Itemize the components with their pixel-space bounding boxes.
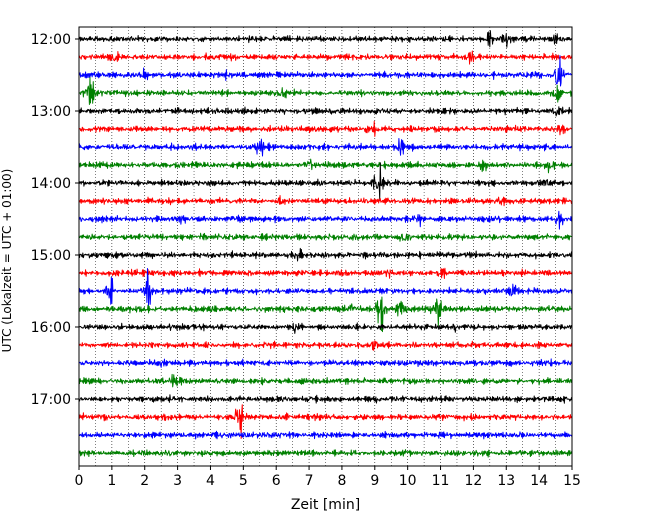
- trace-line: [78, 404, 573, 439]
- x-tick-label: 4: [206, 473, 215, 489]
- x-axis-ticks: 0 1 2 3 4 5 6 7 8 9 10 11 12 13 14 15: [75, 466, 581, 489]
- trace-line: [78, 195, 573, 207]
- y-tick-label: 15:00: [31, 248, 71, 264]
- trace-line: [78, 30, 573, 48]
- x-tick-label: 9: [370, 473, 379, 489]
- x-tick-label: 10: [399, 473, 417, 489]
- y-tick-label: 13:00: [31, 104, 71, 120]
- trace-line: [78, 232, 573, 242]
- x-tick-label: 12: [464, 473, 482, 489]
- trace-line: [78, 55, 573, 87]
- trace-line: [78, 267, 573, 307]
- trace-line: [78, 210, 573, 230]
- trace-line: [78, 340, 573, 351]
- trace-line: [78, 449, 573, 458]
- trace-line: [78, 296, 573, 333]
- trace-line: [78, 50, 573, 65]
- y-axis-label: UTC (Lokalzeit = UTC + 01:00): [0, 169, 14, 353]
- trace-line: [78, 267, 573, 279]
- x-tick-label: 6: [272, 473, 281, 489]
- y-tick-label: 16:00: [31, 320, 71, 336]
- traces: [78, 30, 573, 458]
- x-tick-label: 0: [75, 473, 84, 489]
- x-tick-label: 7: [305, 473, 314, 489]
- trace-line: [78, 430, 573, 440]
- trace-line: [78, 247, 573, 262]
- y-tick-label: 12:00: [31, 32, 71, 48]
- y-tick-label: 14:00: [31, 176, 71, 192]
- x-tick-label: 8: [337, 473, 346, 489]
- x-axis-label: Zeit [min]: [291, 497, 360, 513]
- trace-line: [78, 77, 573, 105]
- trace-line: [78, 137, 573, 157]
- x-tick-label: 14: [530, 473, 548, 489]
- x-tick-label: 11: [432, 473, 450, 489]
- x-tick-label: 13: [497, 473, 515, 489]
- trace-line: [78, 106, 573, 117]
- trace-line: [78, 158, 573, 174]
- trace-line: [78, 162, 573, 201]
- plot-frame: [78, 26, 573, 467]
- grid: [95, 27, 556, 466]
- x-tick-label: 5: [239, 473, 248, 489]
- x-tick-label: 1: [107, 473, 116, 489]
- trace-line: [78, 322, 573, 334]
- y-axis-ticks: 12:00 13:00 14:00 15:00 16:00 17:00: [31, 32, 79, 408]
- trace-line: [78, 373, 573, 388]
- x-tick-label: 2: [140, 473, 149, 489]
- y-tick-label: 17:00: [31, 392, 71, 408]
- trace-line: [78, 394, 573, 404]
- x-tick-label: 15: [563, 473, 581, 489]
- x-tick-label: 3: [173, 473, 182, 489]
- trace-line: [78, 358, 573, 368]
- trace-line: [78, 120, 573, 137]
